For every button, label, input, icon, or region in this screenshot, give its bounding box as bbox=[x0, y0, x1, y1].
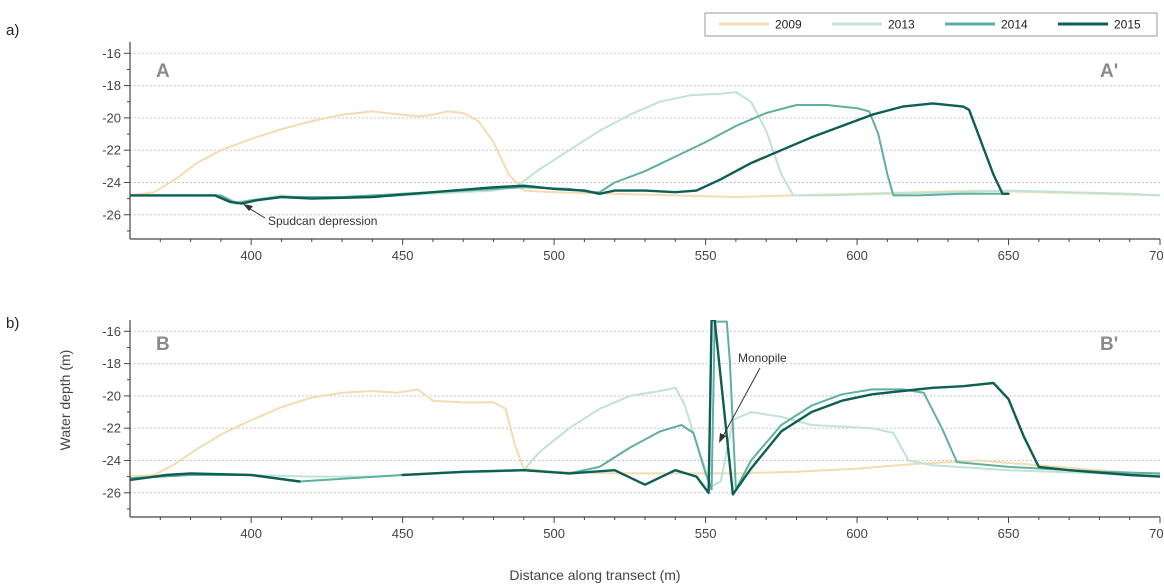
x-tick-label-b: 700 bbox=[1149, 526, 1164, 541]
panel-b: b) -16 -18 -20 -22 -24 -26 400 450 500 550 600 650 7… bbox=[6, 315, 1164, 541]
y-tick-label-a: -22 bbox=[102, 143, 121, 158]
annotation-spudcan-text: Spudcan depression bbox=[268, 214, 377, 228]
series-line-a-2014-2 bbox=[130, 104, 1010, 205]
annotation-monopile-arrowhead bbox=[719, 433, 726, 443]
y-tick-label-a: -16 bbox=[102, 46, 121, 61]
x-tick-label-a: 400 bbox=[240, 248, 262, 263]
x-tick-label-b: 550 bbox=[695, 526, 717, 541]
x-tick-label-a: 650 bbox=[998, 248, 1020, 263]
panel-a-label: a) bbox=[6, 22, 19, 39]
x-axis-title: Distance along transect (m) bbox=[509, 567, 680, 583]
annotation-spudcan-arrowhead bbox=[243, 204, 253, 211]
series-line-a-2013-1 bbox=[130, 91, 1160, 203]
series-line-a-2009-0 bbox=[130, 110, 1160, 198]
y-tick-label-b: -20 bbox=[102, 388, 121, 403]
x-tick-label-a: 550 bbox=[695, 248, 717, 263]
legend-label-2009: 2009 bbox=[775, 18, 802, 32]
y-tick-label-a: -26 bbox=[102, 207, 121, 222]
panel-a-start-label: A bbox=[156, 61, 170, 82]
annotation-monopile-arrow bbox=[721, 367, 761, 439]
x-tick-label-a: 450 bbox=[392, 248, 414, 263]
y-axis-title: Water depth (m) bbox=[57, 350, 73, 451]
panel-a: a) -16 -18 -20 -22 -24 -26 400 450 500 550 600 650 7… bbox=[6, 22, 1164, 263]
x-tick-label-b: 600 bbox=[846, 526, 868, 541]
annotation-monopile-text: Monopile bbox=[738, 351, 787, 365]
y-tick-label-b: -22 bbox=[102, 421, 121, 436]
panel-a-end-label: A' bbox=[1100, 61, 1118, 82]
series-line-a-2015-3 bbox=[130, 102, 1010, 205]
y-tick-label-b: -18 bbox=[102, 356, 121, 371]
x-tick-label-b: 400 bbox=[240, 526, 262, 541]
legend-box bbox=[704, 12, 1158, 37]
x-tick-label-b: 450 bbox=[392, 526, 414, 541]
x-tick-label-a: 600 bbox=[846, 248, 868, 263]
legend-label-2014: 2014 bbox=[1001, 18, 1028, 32]
y-tick-label-a: -18 bbox=[102, 78, 121, 93]
y-tick-label-b: -24 bbox=[102, 453, 121, 468]
legend-label-2015: 2015 bbox=[1114, 18, 1141, 32]
y-tick-label-b: -26 bbox=[102, 485, 121, 500]
panel-b-label: b) bbox=[6, 315, 19, 332]
x-tick-label-b: 500 bbox=[543, 526, 565, 541]
panel-b-start-label: B bbox=[156, 334, 170, 355]
series-line-b-2009-0 bbox=[130, 388, 1160, 478]
series-line-b-2013-1 bbox=[130, 386, 1160, 488]
y-tick-label-a: -24 bbox=[102, 175, 121, 190]
annotation-monopile: Monopile bbox=[719, 351, 787, 443]
y-tick-label-a: -20 bbox=[102, 110, 121, 125]
legend-label-2013: 2013 bbox=[888, 18, 915, 32]
y-tick-label-b: -16 bbox=[102, 324, 121, 339]
series-line-b-2015-4 bbox=[401, 320, 1160, 496]
x-tick-label-b: 650 bbox=[998, 526, 1020, 541]
annotation-spudcan: Spudcan depression bbox=[243, 204, 377, 228]
panel-b-end-label: B' bbox=[1100, 334, 1118, 355]
x-tick-label-a: 500 bbox=[543, 248, 565, 263]
x-tick-label-a: 700 bbox=[1149, 248, 1164, 263]
series-line-b-2015-3 bbox=[130, 472, 301, 483]
legend: 2009 2013 2014 2015 bbox=[704, 12, 1158, 37]
